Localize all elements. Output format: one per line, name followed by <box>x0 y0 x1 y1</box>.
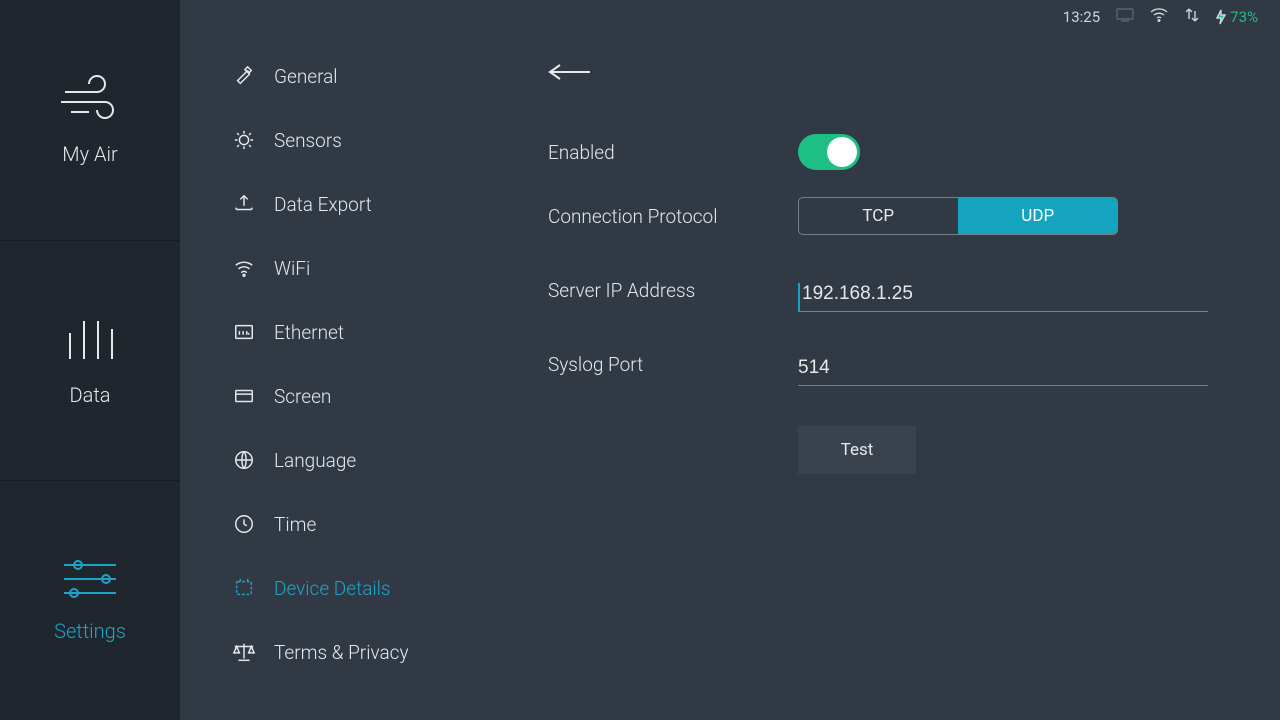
enabled-toggle[interactable] <box>798 134 860 170</box>
sliders-icon <box>62 559 118 599</box>
settings-item-label: Screen <box>274 385 331 408</box>
export-icon <box>232 192 256 216</box>
row-protocol: Connection Protocol TCP UDP <box>548 184 1208 248</box>
ip-input[interactable] <box>802 283 1208 305</box>
status-bar: 13:25 73% <box>1041 0 1280 34</box>
port-field-wrap <box>798 357 1208 386</box>
nav-item-settings[interactable]: Settings <box>0 480 180 720</box>
status-time: 13:25 <box>1063 8 1100 26</box>
settings-item-device-details[interactable]: Device Details <box>180 556 480 620</box>
settings-item-screen[interactable]: Screen <box>180 364 480 428</box>
settings-item-label: WiFi <box>274 257 310 280</box>
wind-icon <box>59 74 121 122</box>
wrench-icon <box>232 64 256 88</box>
settings-item-language[interactable]: Language <box>180 428 480 492</box>
enabled-label: Enabled <box>548 141 798 164</box>
settings-item-terms[interactable]: Terms & Privacy <box>180 620 480 684</box>
arrow-left-icon <box>548 63 592 81</box>
protocol-option-tcp[interactable]: TCP <box>799 198 958 234</box>
settings-item-sensors[interactable]: Sensors <box>180 108 480 172</box>
globe-icon <box>232 448 256 472</box>
protocol-option-udp[interactable]: UDP <box>958 198 1118 234</box>
nav-item-data[interactable]: Data <box>0 240 180 480</box>
row-enabled: Enabled <box>548 120 1208 184</box>
display-icon <box>1116 8 1134 26</box>
protocol-segmented: TCP UDP <box>798 197 1118 235</box>
settings-item-data-export[interactable]: Data Export <box>180 172 480 236</box>
settings-item-label: Time <box>274 513 316 536</box>
port-label: Syslog Port <box>548 353 798 376</box>
detail-panel: 13:25 73% Enabled Connection Protocol TC… <box>480 0 1280 720</box>
back-button[interactable] <box>548 60 596 84</box>
row-port: Syslog Port <box>548 332 1208 396</box>
battery-pct: 73% <box>1230 8 1258 26</box>
clock-icon <box>232 512 256 536</box>
settings-item-label: Device Details <box>274 577 391 600</box>
nav-item-label: Settings <box>54 619 126 643</box>
settings-list: General Sensors Data Export WiFi Etherne… <box>180 0 480 720</box>
settings-item-label: Ethernet <box>274 321 344 344</box>
ip-label: Server IP Address <box>548 279 798 302</box>
wifi-status-icon <box>1150 8 1168 26</box>
settings-item-wifi[interactable]: WiFi <box>180 236 480 300</box>
bars-icon <box>62 315 118 363</box>
settings-item-label: Terms & Privacy <box>274 641 408 664</box>
settings-item-label: Sensors <box>274 129 342 152</box>
ip-field-wrap <box>798 283 1208 312</box>
nav-item-myair[interactable]: My Air <box>0 0 180 240</box>
screen-icon <box>232 384 256 408</box>
ethernet-icon <box>232 320 256 344</box>
settings-item-general[interactable]: General <box>180 44 480 108</box>
device-icon <box>232 576 256 600</box>
test-button[interactable]: Test <box>798 426 916 474</box>
settings-item-time[interactable]: Time <box>180 492 480 556</box>
primary-nav: My Air Data Settings <box>0 0 180 720</box>
protocol-label: Connection Protocol <box>548 205 798 228</box>
settings-item-ethernet[interactable]: Ethernet <box>180 300 480 364</box>
settings-item-label: General <box>274 65 338 88</box>
sync-icon <box>1184 7 1200 27</box>
nav-item-label: My Air <box>62 142 117 166</box>
nav-item-label: Data <box>70 383 111 407</box>
settings-item-label: Language <box>274 449 356 472</box>
battery-status: 73% <box>1216 8 1258 26</box>
toggle-knob <box>827 137 857 167</box>
port-input[interactable] <box>798 357 1208 379</box>
row-ip: Server IP Address <box>548 258 1208 322</box>
scales-icon <box>232 640 256 664</box>
settings-item-label: Data Export <box>274 193 372 216</box>
chip-icon <box>232 128 256 152</box>
wifi-icon <box>232 256 256 280</box>
